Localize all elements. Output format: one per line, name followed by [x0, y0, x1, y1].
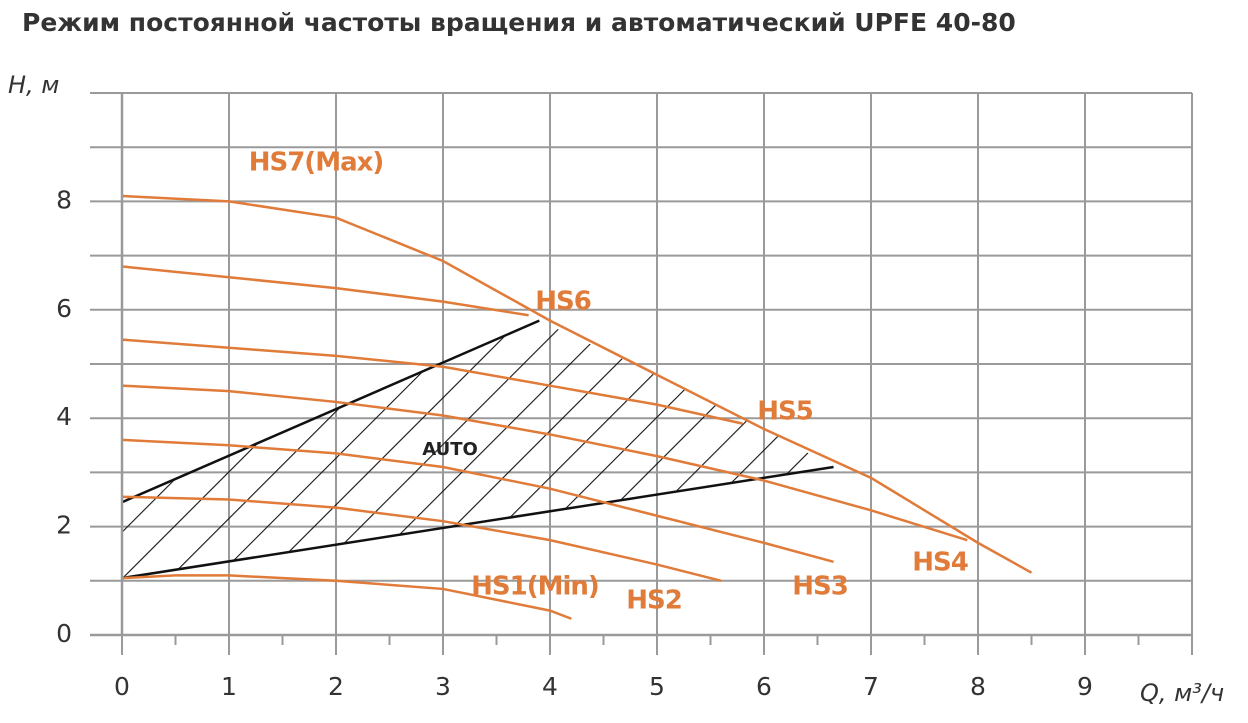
y-tick-label: 6: [56, 294, 72, 323]
series-line: [121, 384, 968, 542]
x-axis-label: Q, м³/ч: [1140, 679, 1224, 707]
series-label: HS1(Min): [471, 572, 599, 602]
x-tick-label: 7: [863, 672, 879, 701]
y-tick-label: 0: [56, 619, 72, 648]
x-tick-label: 8: [970, 672, 986, 701]
x-tick-label: 2: [328, 672, 344, 701]
y-axis-label: H, м: [8, 71, 59, 99]
series-line: [121, 338, 743, 425]
x-tick-label: 1: [221, 672, 237, 701]
series-label: HS7(Max): [249, 148, 384, 178]
auto-boundary: [121, 465, 834, 580]
auto-region: [122, 320, 834, 579]
series-line: [121, 265, 529, 317]
series-line: [121, 438, 834, 564]
series-line: [121, 574, 572, 620]
x-tick-label: 9: [1077, 672, 1093, 701]
x-tick-label: 5: [649, 672, 665, 701]
series-line: [121, 495, 722, 583]
series-label: HS5: [757, 397, 813, 427]
x-tick-label: 0: [114, 672, 130, 701]
x-tick-label: 6: [756, 672, 772, 701]
x-tick-label: 3: [435, 672, 451, 701]
series-label: HS2: [626, 586, 682, 616]
region-label: AUTO: [422, 439, 478, 460]
auto-boundary: [121, 319, 540, 504]
y-tick-label: 8: [56, 185, 72, 214]
y-tick-label: 4: [56, 402, 72, 431]
series-label: HS4: [912, 548, 968, 578]
series-label: HS6: [535, 287, 591, 317]
y-tick-label: 2: [56, 511, 72, 540]
x-tick-label: 4: [542, 672, 558, 701]
chart-title: Режим постоянной частоты вращения и авто…: [22, 8, 1016, 37]
series-label: HS3: [792, 572, 848, 602]
series-line: [121, 194, 1033, 574]
